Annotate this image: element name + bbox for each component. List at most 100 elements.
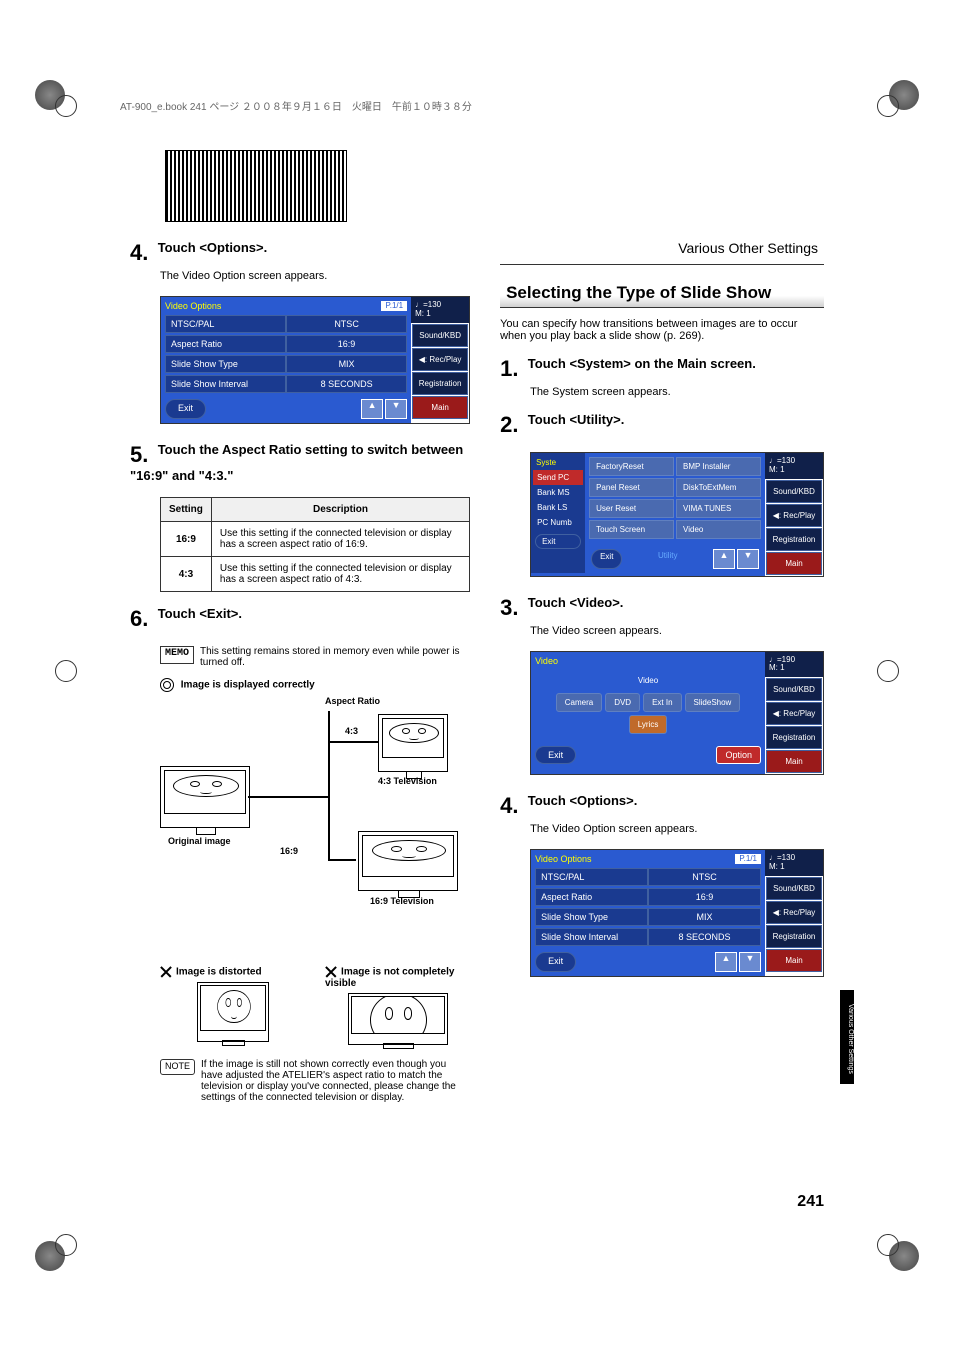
utility-button[interactable]: DiskToExtMem [676, 478, 761, 497]
tempo-badge: ♩=130 M: 1 [411, 297, 469, 323]
panel-row[interactable]: Slide Show Interval8 SECONDS [535, 928, 761, 946]
description-cell: Use this setting if the connected televi… [211, 522, 469, 557]
panel-titlebar: Video Options P.1/1 [165, 301, 407, 311]
video-section-label: Video [535, 670, 761, 687]
crop-mark [877, 660, 899, 682]
side-button[interactable]: Registration [766, 528, 822, 551]
side-button[interactable]: Registration [412, 372, 468, 395]
side-button[interactable]: ◀: Rec/Play [412, 348, 468, 371]
step-title: Touch <Options>. [528, 793, 638, 808]
header-rule [500, 264, 824, 265]
side-button[interactable]: Main [412, 396, 468, 419]
down-arrow-button[interactable]: ▼ [737, 549, 759, 569]
step-4: 4. Touch <Options>. The Video Option scr… [130, 240, 470, 282]
ratio-169-label: 16:9 [280, 846, 298, 856]
side-button[interactable]: ◀: Rec/Play [766, 901, 822, 924]
exit-button[interactable]: Exit [591, 549, 622, 569]
side-button[interactable]: Main [766, 949, 822, 972]
arrow-line [328, 741, 378, 743]
video-source-button[interactable]: Ext In [643, 693, 681, 712]
up-arrow-button[interactable]: ▲ [361, 399, 383, 419]
step-number: 5. [130, 442, 148, 468]
exit-button[interactable]: Exit [165, 399, 206, 419]
mini-tv-distorted [197, 982, 269, 1042]
side-button[interactable]: Registration [766, 726, 822, 749]
step-2: 2. Touch <Utility>. [500, 412, 824, 438]
aspect-ratio-table: Setting Description 16:9 Use this settin… [160, 497, 470, 592]
exit-button[interactable]: Exit [535, 534, 581, 549]
panel-row[interactable]: NTSC/PALNTSC [535, 868, 761, 886]
utility-button[interactable]: BMP Installer [676, 457, 761, 476]
utility-left-tab[interactable]: Bank LS [533, 500, 583, 515]
side-button[interactable]: Sound/KBD [766, 678, 822, 701]
step-title: Touch the Aspect Ratio setting to switch… [130, 442, 463, 483]
utility-button[interactable]: Touch Screen [589, 520, 674, 539]
down-arrow-button[interactable]: ▼ [385, 399, 407, 419]
side-button[interactable]: ◀: Rec/Play [766, 504, 822, 527]
crop-mark [877, 1234, 899, 1256]
crop-mark [55, 95, 77, 117]
utility-button[interactable]: Panel Reset [589, 478, 674, 497]
step-body: The Video screen appears. [530, 625, 824, 637]
nav-arrows: ▲ ▼ [361, 399, 407, 419]
side-button[interactable]: Main [766, 750, 822, 773]
tv-43 [378, 714, 448, 772]
utility-left-tabs: Syste Send PCBank MSBank LSPC Numb Exit [531, 453, 585, 573]
utility-left-tab[interactable]: PC Numb [533, 515, 583, 530]
side-button[interactable]: Main [766, 552, 822, 575]
utility-button[interactable]: FactoryReset [589, 457, 674, 476]
panel-title: Video Options [535, 854, 591, 864]
side-button[interactable]: Registration [766, 925, 822, 948]
panel-row[interactable]: NTSC/PALNTSC [165, 315, 407, 333]
panel-row[interactable]: Aspect Ratio16:9 [535, 888, 761, 906]
video-source-button[interactable]: Lyrics [629, 715, 668, 734]
utility-left-tab[interactable]: Bank MS [533, 485, 583, 500]
row-label: Slide Show Interval [165, 375, 286, 393]
utility-grid-area: FactoryResetBMP InstallerPanel ResetDisk… [585, 453, 765, 573]
option-button[interactable]: Option [716, 746, 761, 764]
video-source-button[interactable]: Camera [556, 693, 602, 712]
step-title: Touch <Options>. [158, 240, 268, 255]
video-source-button[interactable]: DVD [605, 693, 640, 712]
subsection-title: Selecting the Type of Slide Show [500, 279, 824, 308]
panel-sidebar: ♩=130 M: 1 Sound/KBD◀: Rec/PlayRegistrat… [765, 453, 823, 576]
panel-row[interactable]: Slide Show TypeMIX [535, 908, 761, 926]
side-button[interactable]: Sound/KBD [412, 324, 468, 347]
utility-tab[interactable]: Utility [656, 549, 680, 569]
step-body: The System screen appears. [530, 386, 824, 398]
row-value: NTSC [648, 868, 761, 886]
row-value: 16:9 [286, 335, 407, 353]
panel-main: Video Options P.1/1 NTSC/PALNTSC Aspect R… [531, 850, 765, 976]
cropped-example: Image is not completely visible [325, 966, 470, 1049]
row-label: Slide Show Type [535, 908, 648, 926]
utility-button[interactable]: VIMA TUNES [676, 499, 761, 518]
video-source-button[interactable]: SlideShow [685, 693, 741, 712]
exit-button[interactable]: Exit [535, 952, 576, 972]
tempo-badge: ♩=130 M: 1 [765, 453, 823, 479]
panel-row[interactable]: Slide Show TypeMIX [165, 355, 407, 373]
side-button[interactable]: Sound/KBD [766, 480, 822, 503]
row-value: MIX [286, 355, 407, 373]
up-arrow-button[interactable]: ▲ [715, 952, 737, 972]
down-arrow-button[interactable]: ▼ [739, 952, 761, 972]
up-arrow-button[interactable]: ▲ [713, 549, 735, 569]
step-1: 1. Touch <System> on the Main screen. Th… [500, 356, 824, 398]
side-button[interactable]: Sound/KBD [766, 877, 822, 900]
table-header: Description [211, 498, 469, 522]
step-number: 3. [500, 595, 518, 621]
panel-row[interactable]: Aspect Ratio16:9 [165, 335, 407, 353]
video-panel: Video Video CameraDVDExt InSlideShowLyri… [530, 651, 824, 776]
tv-original [160, 766, 250, 828]
side-button[interactable]: ◀: Rec/Play [766, 702, 822, 725]
panel-row[interactable]: Slide Show Interval8 SECONDS [165, 375, 407, 393]
step-title: Touch <Utility>. [528, 412, 625, 427]
panel-page-indicator: P.1/1 [735, 854, 761, 864]
utility-button[interactable]: Video [676, 520, 761, 539]
header-strip: AT-900_e.book 241 ページ ２００８年９月１６日 火曜日 午前１… [100, 95, 854, 115]
step-title: Touch <System> on the Main screen. [528, 356, 756, 371]
step-number: 2. [500, 412, 518, 438]
exit-button[interactable]: Exit [535, 746, 576, 764]
utility-button[interactable]: User Reset [589, 499, 674, 518]
utility-left-tab[interactable]: Send PC [533, 470, 583, 485]
side-tab: Various Other Settings [840, 990, 854, 1084]
